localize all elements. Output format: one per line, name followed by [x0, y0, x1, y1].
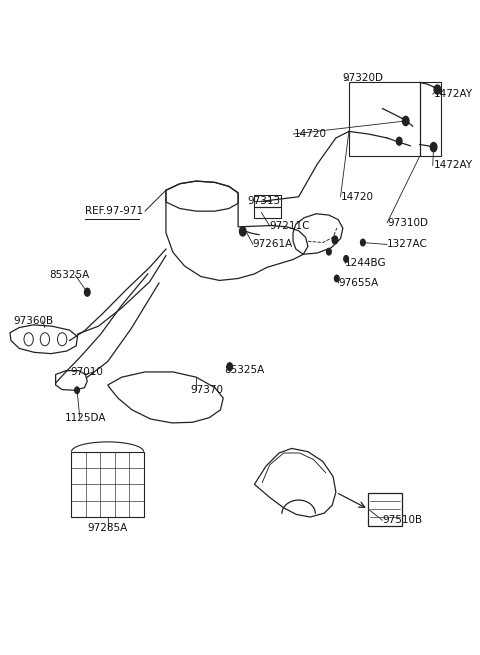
- Text: 97360B: 97360B: [14, 316, 54, 326]
- Text: 14720: 14720: [294, 129, 327, 139]
- Bar: [349, 83, 441, 157]
- Circle shape: [326, 248, 331, 255]
- Circle shape: [332, 236, 338, 244]
- Text: 97655A: 97655A: [339, 278, 379, 288]
- Circle shape: [75, 387, 79, 394]
- Bar: [254, 206, 281, 218]
- Text: 14720: 14720: [340, 192, 373, 202]
- Circle shape: [240, 227, 246, 236]
- Text: 97261A: 97261A: [252, 240, 292, 250]
- Text: 1472AY: 1472AY: [433, 160, 473, 170]
- Text: 1125DA: 1125DA: [65, 413, 107, 422]
- Text: REF.97-971: REF.97-971: [85, 206, 144, 216]
- Circle shape: [84, 288, 90, 296]
- Bar: [369, 493, 402, 525]
- Circle shape: [396, 138, 402, 145]
- Text: 1327AC: 1327AC: [387, 240, 428, 250]
- Text: 97510B: 97510B: [383, 515, 422, 525]
- Circle shape: [402, 117, 409, 126]
- Bar: [72, 452, 144, 517]
- Text: 97010: 97010: [71, 367, 103, 377]
- Circle shape: [335, 275, 339, 282]
- Text: 97313: 97313: [247, 196, 280, 206]
- Circle shape: [360, 239, 365, 246]
- Text: 1472AY: 1472AY: [433, 89, 473, 99]
- Bar: [254, 195, 281, 206]
- Text: 97370: 97370: [191, 384, 224, 394]
- Text: 85325A: 85325A: [49, 271, 90, 280]
- Text: 85325A: 85325A: [224, 365, 264, 375]
- Text: 97211C: 97211C: [270, 221, 310, 231]
- Circle shape: [434, 85, 441, 94]
- Text: 97310D: 97310D: [387, 218, 428, 228]
- Circle shape: [344, 255, 348, 262]
- Text: 97285A: 97285A: [88, 523, 128, 533]
- Text: 97320D: 97320D: [343, 73, 384, 83]
- Text: 1244BG: 1244BG: [345, 259, 387, 269]
- Circle shape: [431, 143, 437, 152]
- Circle shape: [227, 363, 232, 371]
